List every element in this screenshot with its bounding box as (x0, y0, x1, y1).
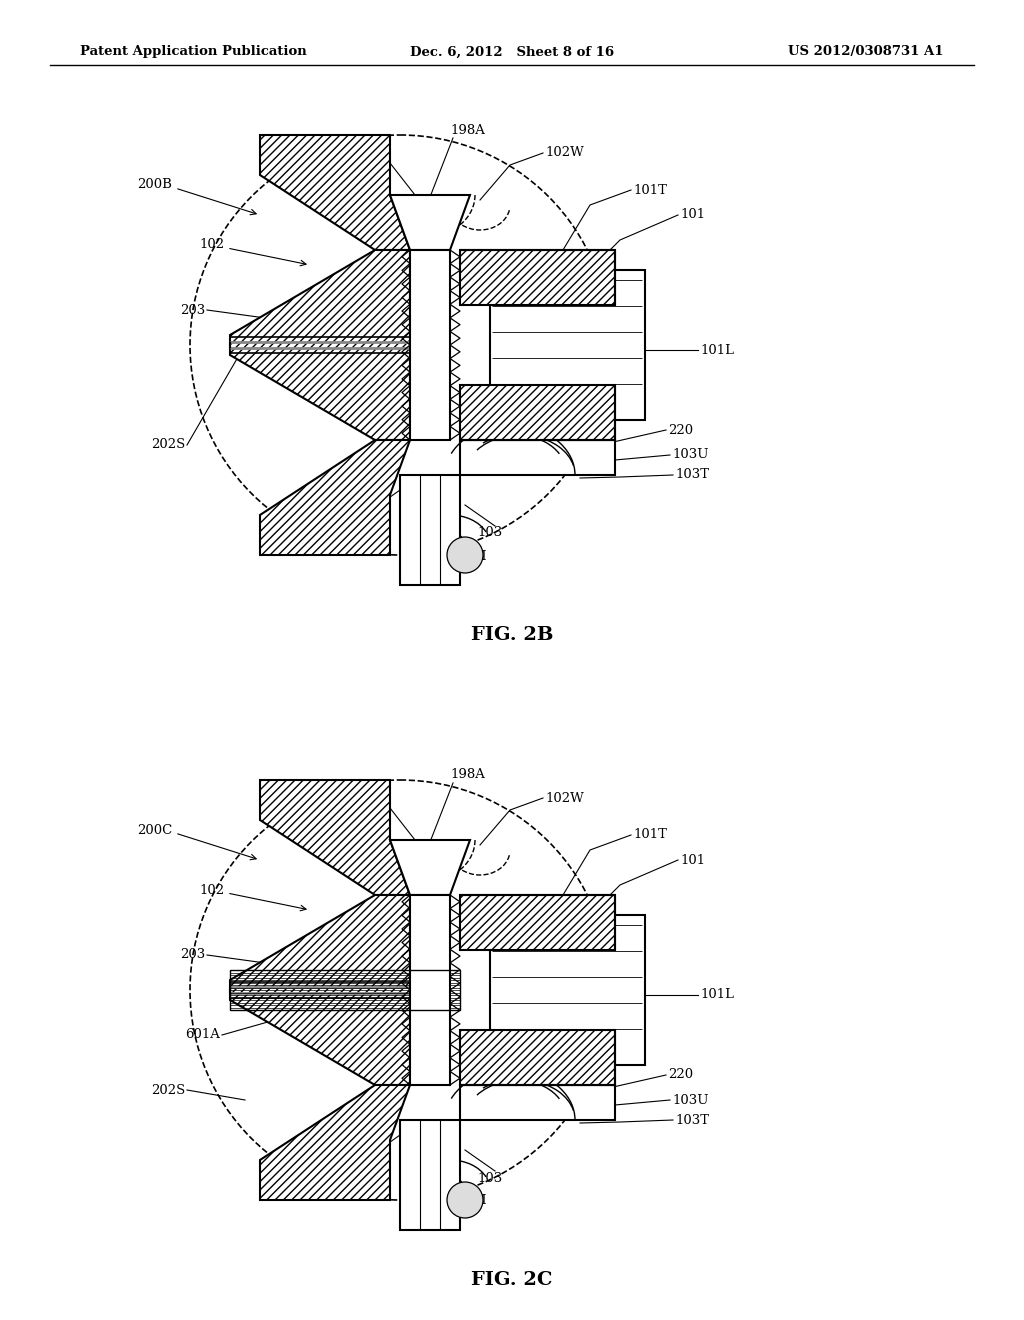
Text: 103I: 103I (457, 1195, 487, 1208)
Text: FIG. 2C: FIG. 2C (471, 1271, 553, 1290)
Text: 101T: 101T (633, 829, 667, 842)
Text: FIG. 2B: FIG. 2B (471, 626, 553, 644)
Text: 102: 102 (200, 883, 225, 896)
Polygon shape (460, 385, 615, 440)
Bar (400, 1119, 460, 1230)
Text: 200B: 200B (137, 178, 172, 191)
Text: 103U: 103U (672, 1093, 709, 1106)
Text: Dec. 6, 2012   Sheet 8 of 16: Dec. 6, 2012 Sheet 8 of 16 (410, 45, 614, 58)
Text: 221: 221 (413, 531, 437, 544)
Polygon shape (230, 895, 410, 1085)
Bar (460, 440, 615, 475)
Text: 101: 101 (680, 854, 706, 866)
Text: Patent Application Publication: Patent Application Publication (80, 45, 307, 58)
Text: 103U: 103U (672, 449, 709, 462)
Text: 198A: 198A (451, 768, 485, 781)
Text: 102C: 102C (347, 149, 383, 161)
Polygon shape (460, 249, 615, 305)
Text: 202S: 202S (151, 1084, 185, 1097)
Polygon shape (260, 440, 410, 554)
Text: 103T: 103T (675, 469, 709, 482)
Text: 103: 103 (477, 527, 503, 540)
Text: 220: 220 (668, 1068, 693, 1081)
Circle shape (447, 1181, 483, 1218)
Polygon shape (260, 780, 410, 895)
Text: 203: 203 (180, 304, 205, 317)
Bar (400, 475, 460, 585)
Text: 101L: 101L (700, 343, 734, 356)
Text: 203: 203 (180, 949, 205, 961)
Polygon shape (230, 249, 410, 440)
Polygon shape (260, 1085, 410, 1200)
Text: 103I: 103I (457, 549, 487, 562)
Text: 101T: 101T (633, 183, 667, 197)
Text: 221: 221 (413, 1176, 437, 1188)
Text: 103T: 103T (675, 1114, 709, 1126)
Polygon shape (460, 1030, 615, 1085)
Text: 102W: 102W (545, 792, 584, 804)
Text: 200C: 200C (137, 824, 172, 837)
Text: 101: 101 (680, 209, 706, 222)
Bar (410, 895, 450, 1085)
Text: US 2012/0308731 A1: US 2012/0308731 A1 (788, 45, 944, 58)
Polygon shape (390, 840, 470, 895)
Text: 102: 102 (200, 239, 225, 252)
Text: 102W: 102W (545, 147, 584, 160)
Bar (490, 271, 645, 420)
Text: 102C: 102C (347, 793, 383, 807)
Text: 101L: 101L (700, 989, 734, 1002)
Text: 102G: 102G (327, 524, 362, 536)
Text: 198A: 198A (451, 124, 485, 136)
Bar (410, 249, 450, 440)
Bar (460, 1085, 615, 1119)
Text: 601A: 601A (185, 1028, 220, 1041)
Text: 220: 220 (668, 424, 693, 437)
Text: 103: 103 (477, 1172, 503, 1184)
Polygon shape (390, 195, 470, 249)
Polygon shape (260, 135, 410, 249)
Circle shape (447, 537, 483, 573)
Polygon shape (460, 895, 615, 950)
Text: 102G: 102G (327, 1168, 362, 1181)
Bar (230, 970, 460, 1010)
Text: 202S: 202S (151, 438, 185, 451)
Bar (490, 915, 645, 1065)
